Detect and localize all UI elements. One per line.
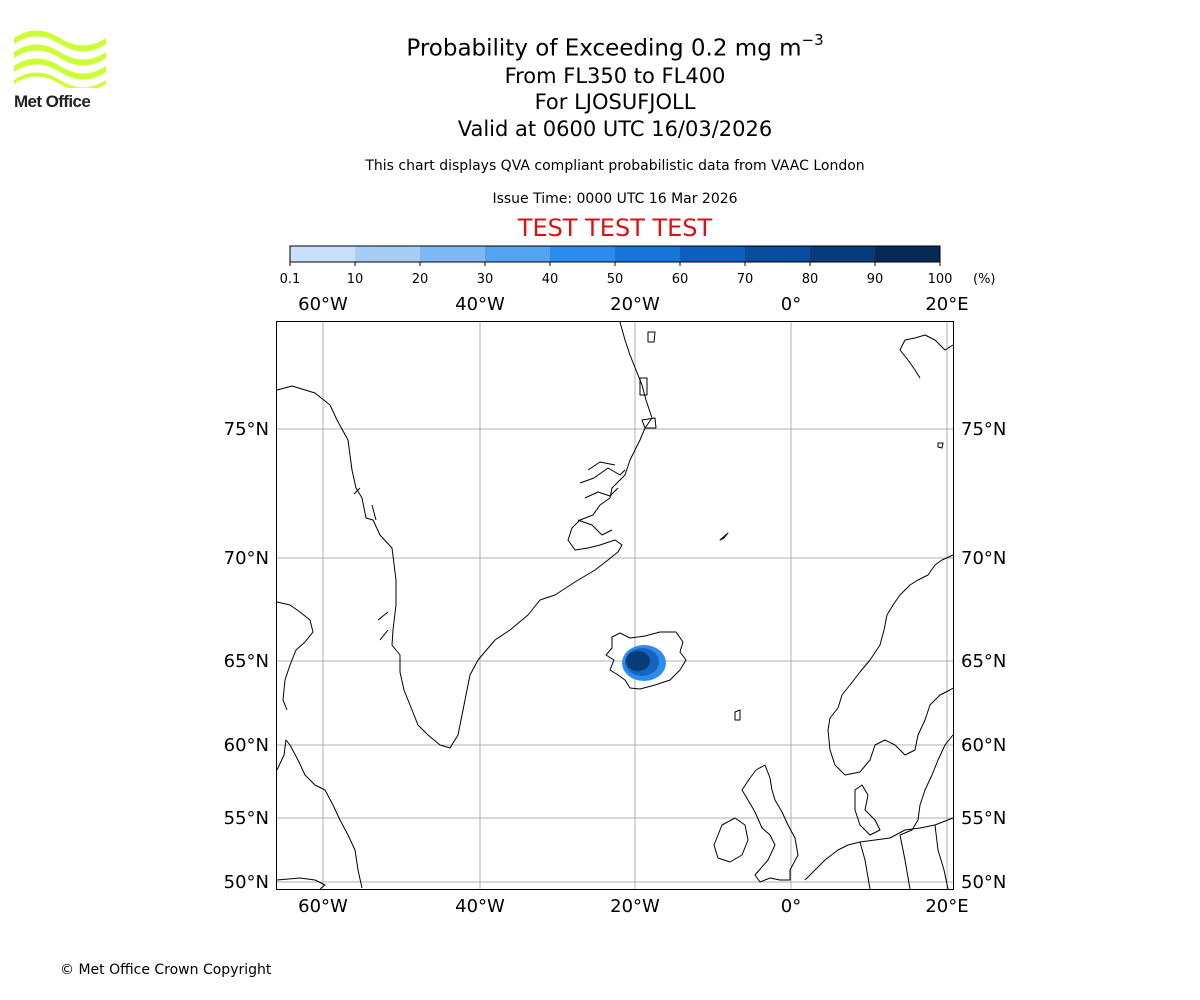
denmark-coast <box>854 784 881 836</box>
longitude-label: 40°W <box>455 896 505 917</box>
latitude-label-right: 70°N <box>961 548 1006 569</box>
colorbar-segment <box>615 246 680 262</box>
latitude-label-left: 75°N <box>224 419 269 440</box>
greenland-fjord-5 <box>353 487 389 641</box>
greenland-fjord-3 <box>584 487 619 499</box>
chart-title-exponent: −3 <box>801 31 824 49</box>
labrador-coast <box>276 739 363 889</box>
greenland-fjord-2 <box>579 467 626 484</box>
colorbar-tick-label: 50 <box>607 272 624 287</box>
colorbar-tick-label: 20 <box>412 272 429 287</box>
map-border <box>276 321 954 890</box>
longitude-label: 0° <box>781 896 801 917</box>
sweden-baltic-coast <box>899 734 954 836</box>
greenland-island-3 <box>647 331 656 343</box>
colorbar-tick-label: 60 <box>672 272 689 287</box>
ireland-coast <box>713 817 749 863</box>
jan-mayen-coast <box>719 532 729 541</box>
colorbar-tick-label: 70 <box>737 272 754 287</box>
colorbar-segment <box>680 246 745 262</box>
longitude-label: 20°E <box>925 294 968 315</box>
coastlines <box>276 321 954 890</box>
logo-text: Met Office <box>14 92 91 111</box>
longitude-label: 20°W <box>610 896 660 917</box>
longitude-label: 20°W <box>610 294 660 315</box>
latitude-label-left: 55°N <box>224 808 269 829</box>
colorbar-tick-label: 10 <box>347 272 364 287</box>
latitude-label-right: 55°N <box>961 808 1006 829</box>
colorbar-tick-label: 100 <box>928 272 953 287</box>
chart-title: Probability of Exceeding 0.2 mg m−3 <box>315 26 915 65</box>
colorbar-tick-label: 90 <box>867 272 884 287</box>
newfoundland-coast <box>276 877 326 890</box>
svalbard-coast <box>899 334 954 379</box>
colorbar-segment <box>810 246 875 262</box>
colorbar-segment <box>290 246 355 262</box>
greenland-fjord-4 <box>587 461 616 471</box>
met-office-wave-icon <box>14 30 106 88</box>
map-background <box>276 321 954 890</box>
border-1 <box>899 834 911 890</box>
colorbar-tick-label: 0.1 <box>280 272 301 287</box>
greenland-coast <box>276 321 653 749</box>
colorbar-tick-label: 80 <box>802 272 819 287</box>
valid-time: Valid at 0600 UTC 16/03/2026 <box>457 117 773 141</box>
latitude-label-left: 65°N <box>224 651 269 672</box>
latitude-label-right: 65°N <box>961 651 1006 672</box>
volcano-name: For LJOSUFJOLL <box>534 90 696 114</box>
longitude-label: 60°W <box>298 294 348 315</box>
longitude-label: 40°W <box>455 294 505 315</box>
copyright-notice: © Met Office Crown Copyright <box>60 962 272 978</box>
met-office-logo: Met Office <box>14 30 110 112</box>
latitude-label-right: 60°N <box>961 735 1006 756</box>
colorbar-segment <box>485 246 550 262</box>
iceland-coast <box>605 631 687 690</box>
greenland-island-2 <box>639 377 648 396</box>
border-3 <box>934 824 949 890</box>
colorbar-unit: (%) <box>973 272 996 287</box>
greenland-fjord-1 <box>577 519 613 536</box>
plume-core <box>626 651 650 671</box>
longitude-label: 60°W <box>298 896 348 917</box>
qva-disclaimer: This chart displays QVA compliant probab… <box>365 158 865 174</box>
latitude-label-right: 75°N <box>961 419 1006 440</box>
norway-coast <box>827 554 954 776</box>
colorbar-tick-label: 40 <box>542 272 559 287</box>
colorbar-segment <box>875 246 940 262</box>
latitude-label-left: 60°N <box>224 735 269 756</box>
continent-coast <box>804 817 954 881</box>
border-2 <box>859 841 871 890</box>
latitude-label-left: 50°N <box>224 872 269 893</box>
bear-island <box>937 442 944 449</box>
chart-title-text: Probability of Exceeding 0.2 mg m <box>406 35 802 62</box>
issue-time: Issue Time: 0000 UTC 16 Mar 2026 <box>492 191 738 207</box>
longitude-label: 0° <box>781 294 801 315</box>
colorbar: 0.1 10 20 30 40 50 60 70 80 90 100 (%) <box>280 245 996 287</box>
gridlines <box>277 322 953 889</box>
latitude-label-left: 70°N <box>224 548 269 569</box>
longitude-label: 20°E <box>925 896 968 917</box>
colorbar-segment <box>355 246 420 262</box>
test-banner: TEST TEST TEST <box>517 214 713 242</box>
scotland-coast <box>741 764 799 883</box>
ellesmere-coast <box>276 601 314 711</box>
colorbar-segment <box>745 246 810 262</box>
colorbar-segment <box>550 246 615 262</box>
colorbar-segment <box>420 246 485 262</box>
flight-levels: From FL350 to FL400 <box>504 64 726 88</box>
latitude-label-right: 50°N <box>961 872 1006 893</box>
greenland-island-1 <box>641 417 657 429</box>
colorbar-tick-label: 30 <box>477 272 494 287</box>
map-frame: 60°W 60°W 40°W 40°W 20°W 20°W 0° 0° 20°E 20°E 75°N… <box>224 294 1007 917</box>
ash-probability-plume <box>622 645 666 681</box>
faroe-coast <box>734 709 741 721</box>
axis-labels: 60°W 60°W 40°W 40°W 20°W 20°W 0° 0° 20°E 20°E 75°N… <box>224 294 1007 917</box>
